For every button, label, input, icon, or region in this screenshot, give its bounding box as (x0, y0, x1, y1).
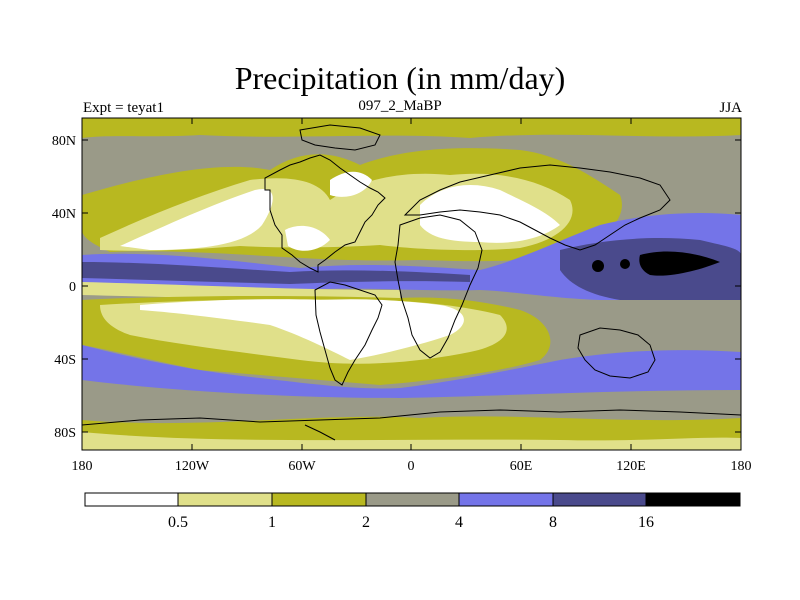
legend-box-2 (271, 492, 367, 507)
legend-label-2: 2 (362, 514, 370, 531)
legend-colorbar (84, 492, 741, 507)
x-tick-60e: 60E (510, 459, 533, 474)
legend-label-4: 8 (549, 514, 557, 531)
x-tick-60w: 60W (288, 459, 316, 474)
field-pacific-max (639, 251, 720, 276)
outline-greenland (299, 124, 381, 151)
period-label: 097_2_MaBP (358, 98, 442, 114)
y-tick-marks (82, 139, 741, 433)
outline-north-america (264, 154, 386, 273)
field-max-spot-2 (620, 259, 630, 269)
field-northamerica-dry (120, 188, 273, 250)
field-antarctic-light (82, 432, 741, 450)
legend-box-1 (177, 492, 273, 507)
legend-label-3: 4 (455, 514, 463, 531)
field-arctic-dry (330, 171, 372, 197)
y-tick-40n: 40N (52, 207, 76, 222)
x-tick-120w: 120W (175, 459, 210, 474)
x-tick-180e: 180 (731, 459, 752, 474)
outline-antarctica (82, 409, 741, 426)
plot-title: Precipitation (in mm/day) (234, 60, 566, 96)
y-tick-labels: 80N 40N 0 40S 80S (52, 134, 76, 441)
x-tick-labels: 180 120W 60W 0 60E 120E 180 (72, 459, 752, 474)
x-tick-120e: 120E (616, 459, 646, 474)
x-tick-0: 0 (408, 459, 415, 474)
outline-antarctic-peninsula (304, 424, 336, 441)
legend-label-5: 16 (638, 514, 654, 531)
field-south-grey (82, 380, 741, 406)
y-tick-80s: 80S (54, 426, 76, 441)
x-tick-marks (191, 118, 632, 450)
x-tick-180w: 180 (72, 459, 93, 474)
field-itcz-darkblue (82, 262, 470, 284)
y-tick-40s: 40S (54, 353, 76, 368)
legend-box-3 (365, 492, 460, 507)
legend-label-0: 0.5 (168, 514, 188, 531)
field-south-blue (82, 345, 741, 404)
precip-field (82, 118, 741, 450)
legend-label-1: 1 (268, 514, 276, 531)
legend-box-6 (645, 492, 741, 507)
legend-box-5 (552, 492, 647, 507)
legend-box-4 (458, 492, 554, 507)
outline-eurasia (403, 164, 671, 251)
outline-australia (577, 327, 656, 379)
field-na-east-dry (285, 225, 330, 251)
field-arctic-olive (82, 118, 741, 138)
season-label: JJA (719, 100, 742, 116)
outline-africa (394, 214, 483, 359)
y-tick-80n: 80N (52, 134, 76, 149)
field-south-dry (140, 299, 464, 360)
experiment-label: Expt = teyat1 (83, 100, 164, 116)
field-max-spot-1 (592, 260, 604, 272)
continent-outlines (82, 124, 741, 441)
legend-box-0 (84, 492, 179, 507)
outline-south-america (314, 281, 383, 386)
y-tick-0: 0 (69, 280, 76, 295)
legend-labels: 0.5 1 2 4 8 16 (168, 514, 654, 531)
field-equator-light (82, 282, 400, 300)
